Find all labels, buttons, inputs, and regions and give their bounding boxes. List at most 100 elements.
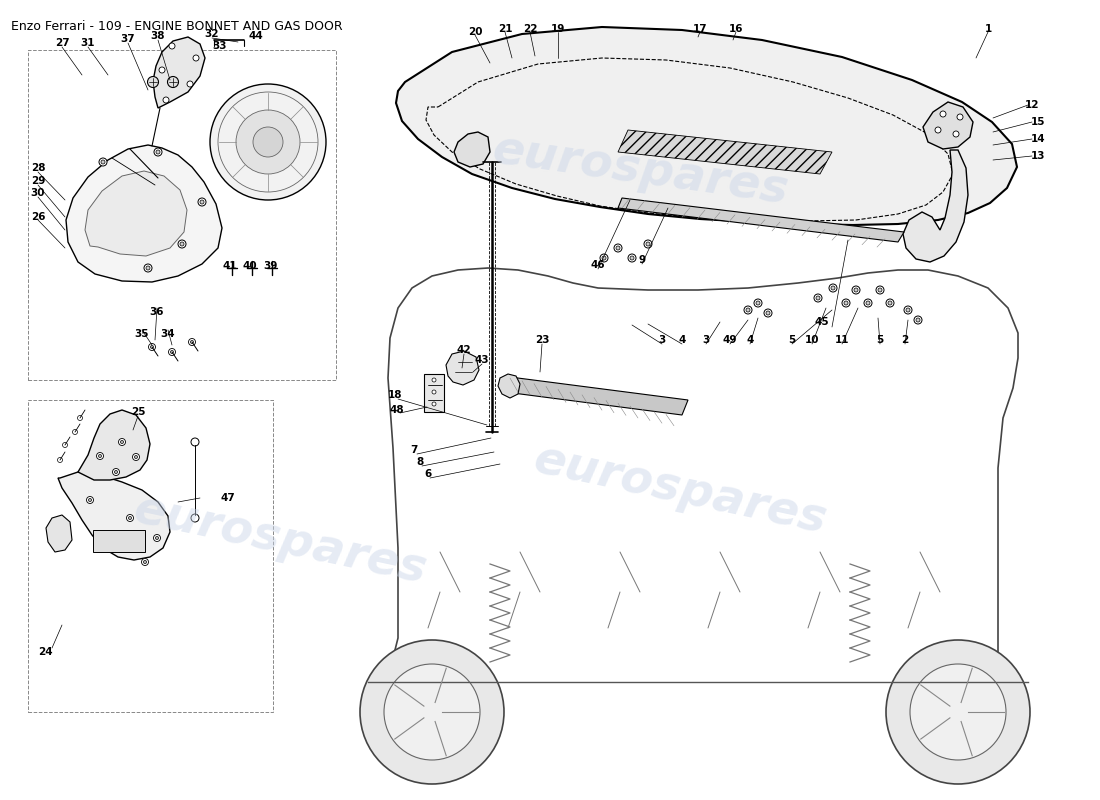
Circle shape [169,43,175,49]
Polygon shape [446,351,478,385]
Circle shape [101,160,104,164]
Polygon shape [618,198,904,242]
Circle shape [916,318,920,322]
Circle shape [616,246,620,250]
Text: 1: 1 [984,24,991,34]
Text: 12: 12 [1025,100,1040,110]
Text: 40: 40 [243,261,257,271]
Circle shape [844,301,848,305]
Circle shape [628,254,636,262]
Bar [424,374,444,412]
Text: 30: 30 [31,188,45,198]
Circle shape [906,308,910,312]
Circle shape [126,514,133,522]
Circle shape [746,308,750,312]
Text: 38: 38 [151,31,165,41]
Circle shape [646,242,650,246]
Text: 11: 11 [835,335,849,345]
Polygon shape [923,102,974,149]
Circle shape [829,284,837,292]
Circle shape [866,301,870,305]
Text: eurospares: eurospares [529,437,830,543]
Circle shape [168,349,176,355]
Circle shape [129,517,132,519]
Circle shape [432,402,436,406]
Circle shape [614,244,622,252]
Text: 25: 25 [131,407,145,417]
Circle shape [121,441,123,443]
Text: 31: 31 [80,38,96,48]
Circle shape [644,240,652,248]
Circle shape [142,558,148,566]
Circle shape [814,294,822,302]
Text: 7: 7 [410,445,418,455]
Polygon shape [46,515,72,552]
Circle shape [210,84,326,200]
Circle shape [188,338,196,346]
Circle shape [180,242,184,246]
Text: 43: 43 [475,355,490,365]
Circle shape [191,438,199,446]
Circle shape [842,299,850,307]
Circle shape [744,306,752,314]
Circle shape [600,254,608,262]
Circle shape [88,498,91,502]
Circle shape [236,110,300,174]
Circle shape [160,67,165,73]
Text: 36: 36 [150,307,164,317]
Circle shape [112,469,120,475]
Text: 5: 5 [877,335,883,345]
Text: 27: 27 [55,38,69,48]
Circle shape [170,350,174,354]
Text: 21: 21 [497,24,513,34]
Circle shape [878,288,882,292]
Circle shape [99,454,101,458]
Text: 10: 10 [805,335,820,345]
Circle shape [935,127,940,133]
Circle shape [156,150,160,154]
Text: 48: 48 [389,405,405,415]
Text: 20: 20 [468,27,482,37]
Circle shape [630,256,634,260]
Text: 8: 8 [417,457,424,467]
Text: 3: 3 [659,335,666,345]
Circle shape [178,240,186,248]
Circle shape [187,81,192,87]
Text: 15: 15 [1031,117,1045,127]
Text: 34: 34 [161,329,175,339]
Circle shape [253,127,283,157]
Polygon shape [58,472,170,560]
Circle shape [57,458,63,462]
Circle shape [154,534,161,542]
Circle shape [114,470,118,474]
Text: 23: 23 [535,335,549,345]
Text: 45: 45 [815,317,829,327]
Text: 24: 24 [37,647,53,657]
Text: 47: 47 [221,493,235,503]
Text: 41: 41 [222,261,238,271]
Circle shape [940,111,946,117]
Text: 32: 32 [205,29,219,39]
Circle shape [854,288,858,292]
Circle shape [77,415,82,421]
Circle shape [914,316,922,324]
Text: 29: 29 [31,176,45,186]
Circle shape [864,299,872,307]
Circle shape [816,296,820,300]
Circle shape [910,664,1006,760]
Circle shape [87,497,94,503]
Circle shape [200,200,204,204]
Circle shape [852,286,860,294]
Circle shape [97,453,103,459]
Circle shape [957,114,962,120]
Circle shape [134,455,138,458]
Text: 46: 46 [591,260,605,270]
Text: 2: 2 [901,335,909,345]
Circle shape [953,131,959,137]
Circle shape [155,537,158,539]
Circle shape [886,640,1030,784]
Text: 49: 49 [723,335,737,345]
Text: 33: 33 [212,41,228,51]
Circle shape [432,378,436,382]
Text: 22: 22 [522,24,537,34]
